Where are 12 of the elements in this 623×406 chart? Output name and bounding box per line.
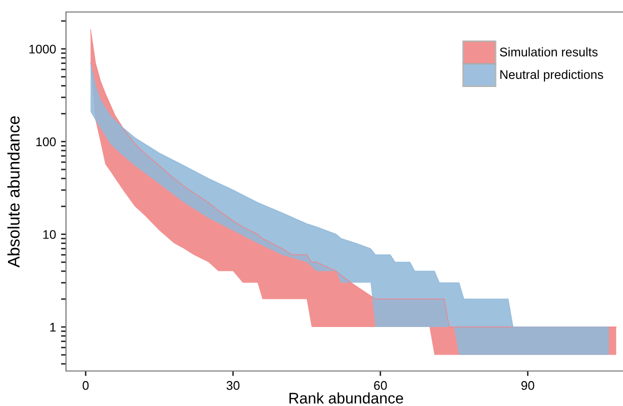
x-axis-title: Rank abundance [289, 392, 404, 404]
x-tick-label: 90 [521, 381, 534, 390]
x-tick-label: 0 [82, 381, 89, 390]
y-axis-title: Absolute abundance [7, 116, 20, 268]
legend-label: Simulation results [500, 47, 598, 56]
y-tick-label: 10 [43, 230, 56, 239]
x-tick-label: 30 [226, 381, 240, 390]
y-tick-label: 100 [36, 137, 56, 146]
x-tick-label: 60 [374, 381, 387, 390]
y-tick-label: 1 [50, 322, 56, 332]
legend-label: Neutral predictions [500, 70, 604, 82]
y-tick-label: 1000 [29, 44, 56, 54]
